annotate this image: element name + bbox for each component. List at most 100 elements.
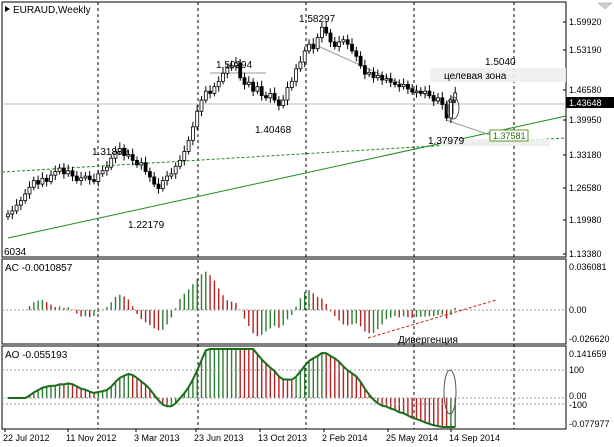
candle-body xyxy=(238,62,243,79)
candle-body xyxy=(393,81,397,85)
candle-body xyxy=(139,162,144,166)
candle-body xyxy=(264,95,268,99)
candle-body xyxy=(294,68,299,82)
candle-body xyxy=(212,86,217,94)
ac-scale-top: 0.036081 xyxy=(569,262,607,272)
candle-body xyxy=(23,193,28,202)
candle-body xyxy=(44,177,49,182)
ao-scale-zero: 0.00 xyxy=(569,391,587,401)
current-price-text: 1.43648 xyxy=(569,98,602,108)
candle-body xyxy=(324,26,329,34)
window-title: EURAUD,Weekly xyxy=(5,5,91,16)
candle-body xyxy=(345,39,350,45)
candle-body xyxy=(169,173,174,177)
ao-panel[interactable] xyxy=(1,345,567,430)
candle-body xyxy=(27,186,32,195)
candle-body xyxy=(410,88,415,93)
candle-body xyxy=(87,175,92,181)
annotation-peak1: 1.31889 xyxy=(92,147,129,158)
candle-body xyxy=(143,162,148,172)
price-label: 1.46580 xyxy=(569,85,602,95)
price-label: 1.33180 xyxy=(569,150,602,160)
time-label: 14 Sep 2014 xyxy=(449,433,500,443)
current-price-marker xyxy=(566,97,614,108)
time-label: 2 Feb 2014 xyxy=(322,433,368,443)
candle-body xyxy=(190,126,195,141)
candle-body xyxy=(311,43,316,50)
candle-body xyxy=(225,67,230,74)
annotation-low2: 1.40468 xyxy=(255,125,292,136)
candle-body xyxy=(388,78,393,83)
time-label: 13 Oct 2013 xyxy=(258,433,307,443)
candle-body xyxy=(160,180,165,189)
ac-scale-zero: 0.00 xyxy=(569,305,587,315)
annotation-target: 1.5040 xyxy=(485,57,516,68)
candle-body xyxy=(79,177,83,181)
vertical-grid xyxy=(97,2,515,429)
candle-body xyxy=(203,90,208,101)
candle-body xyxy=(384,78,389,81)
support-zone-band xyxy=(440,139,550,146)
projection-line xyxy=(445,119,491,136)
time-label: 25 May 2014 xyxy=(386,433,438,443)
candle-body xyxy=(453,92,458,101)
main-panel[interactable] xyxy=(1,1,567,258)
annotation-low1: 1.22179 xyxy=(128,220,165,231)
time-label: 3 Mar 2013 xyxy=(134,433,180,443)
ac-histogram xyxy=(28,271,456,337)
annotation-peak2: 1.50294 xyxy=(216,60,253,71)
candle-body xyxy=(440,97,445,105)
candle-body xyxy=(255,86,260,92)
ao-title: AO -0.055193 xyxy=(5,350,68,361)
annotation-high: 1.58297 xyxy=(299,14,336,25)
ao-signal-ellipse xyxy=(443,369,457,415)
ao-scale-100: 100 xyxy=(569,365,584,375)
price-label: 1.53190 xyxy=(569,45,602,55)
window-corner-icon[interactable] xyxy=(597,2,613,10)
annotation-target-zone: целевая зона xyxy=(444,71,507,82)
candle-body xyxy=(272,92,277,101)
candle-body xyxy=(375,75,380,79)
candle-body xyxy=(199,99,204,112)
window-title-text: EURAUD,Weekly xyxy=(13,5,91,16)
candle-body xyxy=(36,180,40,185)
candle-body xyxy=(233,62,238,67)
candle-body xyxy=(401,84,406,88)
price-label: 1.19980 xyxy=(569,215,602,225)
candle-body xyxy=(229,65,234,69)
candle-body xyxy=(289,80,294,88)
candle-body xyxy=(362,65,367,75)
candle-body xyxy=(126,154,131,157)
candle-body xyxy=(152,176,157,185)
candle-body xyxy=(302,50,307,63)
candle-body xyxy=(173,165,178,175)
candle-body xyxy=(135,160,139,166)
candle-body xyxy=(431,95,436,102)
ac-panel[interactable] xyxy=(1,258,567,345)
signal-arrow-head xyxy=(450,98,456,103)
ac-divergence-line xyxy=(367,299,497,339)
candle-body xyxy=(281,99,286,106)
candle-body xyxy=(354,50,359,57)
annotation-start-low: 6034 xyxy=(4,247,27,258)
candle-body xyxy=(328,32,333,43)
candle-body xyxy=(276,99,281,106)
candle-body xyxy=(165,175,170,181)
annotation-low-last: 1.37979 xyxy=(428,136,465,147)
ac-divergence-label: Дивергенция xyxy=(398,335,458,346)
price-label: 1.13380 xyxy=(569,249,602,259)
candle-body xyxy=(113,151,118,159)
target-price-text: 1.37581 xyxy=(493,131,526,141)
candle-body xyxy=(423,90,428,94)
candle-body xyxy=(350,43,354,52)
target-zone-band xyxy=(430,68,566,82)
candle-body xyxy=(298,61,303,70)
candle-body xyxy=(53,171,58,176)
candle-body xyxy=(444,104,449,119)
signal-ellipse xyxy=(446,96,460,120)
ao-scale-bottom: -0.077977 xyxy=(569,419,610,429)
candle-body xyxy=(182,151,187,161)
candle-body xyxy=(147,171,152,178)
time-label: 23 Jun 2013 xyxy=(194,433,244,443)
candle-body xyxy=(57,167,62,172)
